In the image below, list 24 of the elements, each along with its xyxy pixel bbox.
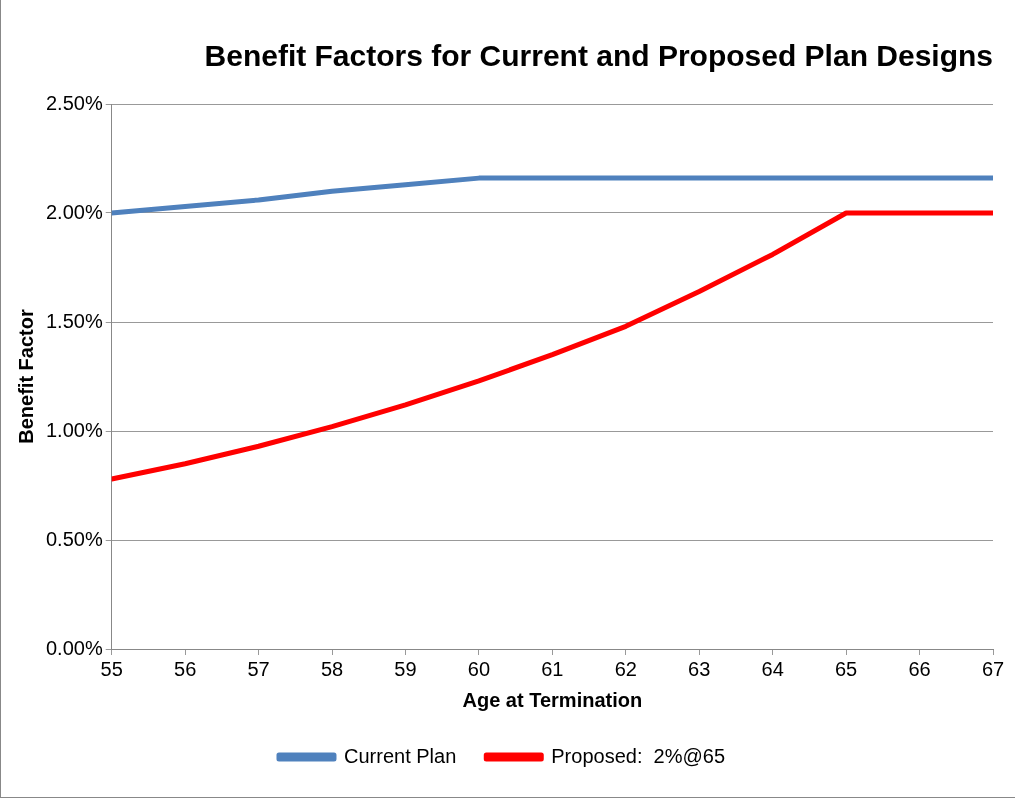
x-tick-label: 64 [761,657,784,680]
y-tick-label: 1.50% [45,309,103,332]
y-tick-label: 1.00% [45,418,103,441]
y-tick-label: 0.50% [45,527,103,550]
chart-title: Benefit Factors for Current and Proposed Plan Designs [204,39,993,73]
x-tick-label: 57 [247,657,270,680]
x-tick-label: 59 [394,657,417,680]
x-tick-label: 62 [614,657,637,680]
legend-label: Current Plan [343,744,457,767]
x-tick-label: 55 [100,657,123,680]
x-tick-label: 66 [908,657,931,680]
y-axis-title: Benefit Factor [14,309,37,444]
y-tick-label: 0.00% [45,636,103,659]
x-tick-label: 60 [467,657,491,680]
x-tick-label: 63 [688,657,711,680]
y-tick-label: 2.50% [45,91,103,114]
x-tick-label: 65 [834,657,858,680]
x-axis-title: Age at Termination [462,688,643,711]
legend-label: Proposed: 2%@65 [551,744,726,767]
y-tick-label: 2.00% [45,200,103,223]
x-tick-label: 56 [174,657,197,680]
x-tick-label: 58 [320,657,344,680]
x-tick-label: 61 [541,657,564,680]
x-tick-label: 67 [981,657,1005,680]
